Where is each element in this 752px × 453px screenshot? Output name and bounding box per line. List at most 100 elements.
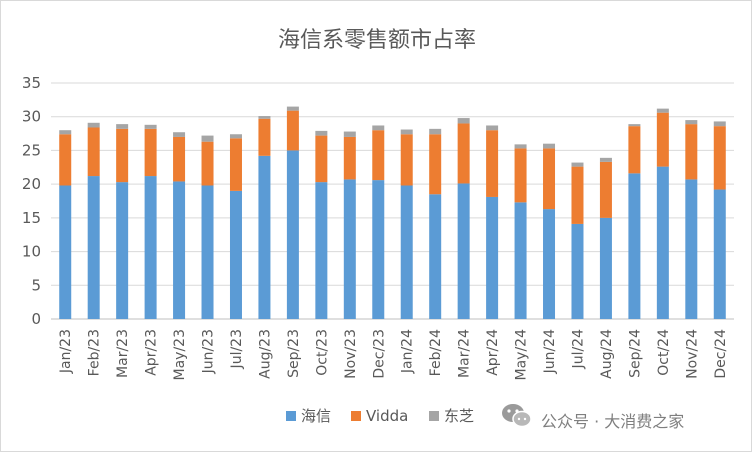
legend-swatch <box>429 411 439 421</box>
bar-segment <box>258 155 271 319</box>
bar-segment <box>486 196 499 319</box>
bar-segment <box>372 130 385 181</box>
bar-segment <box>59 130 72 135</box>
x-tick-label: Feb/24 <box>428 329 444 376</box>
bar-segment <box>59 185 72 319</box>
bar-segment <box>343 136 356 180</box>
bar-segment <box>685 179 698 319</box>
bar-segment <box>343 179 356 319</box>
bar-segment <box>571 166 584 224</box>
bar-segment <box>372 125 385 131</box>
bar-segment <box>457 123 470 184</box>
y-tick-label: 5 <box>31 276 41 294</box>
bar-segment <box>87 122 100 128</box>
bar-segment <box>685 124 698 180</box>
x-tick-label: Sep/23 <box>286 329 302 378</box>
bar-segment <box>116 124 129 129</box>
bar-segment <box>87 176 100 319</box>
bar-segment <box>543 148 556 210</box>
bar-segment <box>229 190 242 319</box>
x-tick-label: Nov/23 <box>343 329 359 379</box>
bar-segment <box>286 106 299 111</box>
bar-segment <box>514 148 527 203</box>
y-tick-label: 0 <box>31 310 41 328</box>
bar-segment <box>229 134 242 139</box>
bar-segment <box>429 134 442 195</box>
bar-segment <box>372 180 385 319</box>
x-tick-label: Apr/23 <box>144 329 160 376</box>
x-tick-label: Aug/24 <box>599 329 615 379</box>
x-tick-label: Dec/24 <box>713 329 729 379</box>
bar-segment <box>343 131 356 137</box>
bar-segment <box>315 182 328 319</box>
bar-segment <box>713 121 726 127</box>
bar-segment <box>656 112 669 167</box>
bar-segment <box>514 144 527 149</box>
legend-label: 海信 <box>301 407 331 425</box>
y-tick-label: 30 <box>22 108 41 126</box>
bar-segment <box>258 118 271 156</box>
bar-segment <box>599 161 612 218</box>
x-tick-label: Mar/23 <box>115 329 131 378</box>
x-tick-label: Jul/23 <box>229 329 245 369</box>
bar-segment <box>486 125 499 131</box>
bar-segment <box>429 128 442 135</box>
x-tick-label: Apr/24 <box>485 329 501 376</box>
bar-segment <box>315 130 328 136</box>
y-tick-label: 10 <box>22 243 41 261</box>
bar-segment <box>144 128 157 177</box>
chart-title: 海信系零售额市占率 <box>278 28 476 53</box>
bar-segment <box>713 189 726 319</box>
x-tick-label: Jun/23 <box>201 329 217 374</box>
y-tick-label: 35 <box>22 74 41 92</box>
bar-segment <box>201 135 214 142</box>
bar-segment <box>656 166 669 319</box>
y-tick-label: 25 <box>22 141 41 159</box>
bar-segment <box>685 120 698 125</box>
legend-swatch <box>286 411 296 421</box>
watermark: 公众号 · 大消费之家 <box>502 404 684 431</box>
x-tick-label: Jun/24 <box>542 329 558 374</box>
bar-segment <box>59 134 72 186</box>
x-tick-label: Jan/23 <box>58 329 74 374</box>
bar-segment <box>173 132 186 137</box>
bar-segment <box>628 173 641 319</box>
x-tick-label: Oct/24 <box>656 329 672 376</box>
y-tick-label: 15 <box>22 209 41 227</box>
x-tick-label: May/24 <box>514 329 530 381</box>
bar-segment <box>628 126 641 174</box>
legend-label: 东芝 <box>444 407 474 425</box>
x-tick-label: Nov/24 <box>684 329 700 379</box>
legend-swatch <box>351 411 361 421</box>
bar-segment <box>400 185 413 319</box>
bar-segment <box>144 124 157 129</box>
bar-segment <box>201 141 214 186</box>
bar-segment <box>173 181 186 319</box>
bar-segment <box>543 143 556 149</box>
bar-segment <box>87 127 100 177</box>
legend-label: Vidda <box>366 407 408 425</box>
bar-segment <box>286 110 299 151</box>
x-tick-label: Sep/24 <box>627 329 643 378</box>
bar-segment <box>144 176 157 319</box>
bar-segment <box>656 108 669 113</box>
x-tick-label: Feb/23 <box>87 329 103 376</box>
bar-segment <box>201 185 214 319</box>
bar-segment <box>486 130 499 197</box>
bar-segment <box>543 209 556 319</box>
wechat-icon <box>502 404 532 428</box>
y-tick-label: 20 <box>22 175 41 193</box>
x-tick-label: May/23 <box>172 329 188 380</box>
bar-segment <box>229 138 242 191</box>
bar-segment <box>628 124 641 127</box>
bar-segment <box>571 223 584 319</box>
bar-segment <box>599 157 612 162</box>
bar-segment <box>400 134 413 186</box>
bar-segment <box>457 183 470 319</box>
bar-segment <box>315 135 328 183</box>
bar-segment <box>514 202 527 319</box>
bar-segment <box>173 136 186 182</box>
x-tick-label: Dec/23 <box>371 329 387 379</box>
